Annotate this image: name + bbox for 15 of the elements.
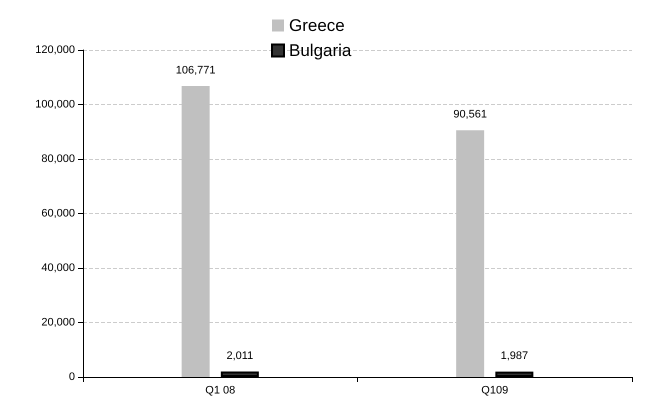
legend-label: Bulgaria: [289, 41, 352, 60]
y-tick-label: 40,000: [41, 262, 75, 274]
data-label: 106,771: [176, 64, 216, 77]
y-tick-label: 0: [68, 371, 75, 383]
x-tick-label: Q109: [481, 384, 508, 396]
data-label: 90,561: [453, 108, 487, 121]
y-tick-label: 80,000: [41, 153, 75, 165]
y-tick-label: 20,000: [41, 316, 75, 328]
data-label: 1,987: [500, 350, 528, 362]
data-label: 2,011: [226, 350, 254, 362]
y-tick-label: 120,000: [35, 44, 75, 56]
x-tick-label: Q1 08: [205, 384, 236, 396]
legend-label: Greece: [289, 16, 345, 35]
y-tick-label: 60,000: [41, 208, 75, 220]
y-tick-label: 100,000: [35, 98, 75, 110]
